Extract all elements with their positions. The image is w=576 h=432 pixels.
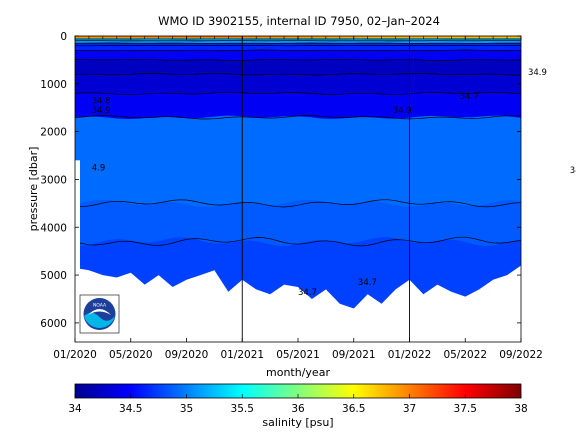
y-tick-label: 3000 xyxy=(40,174,67,186)
x-tick-label: 05/2021 xyxy=(276,349,320,361)
x-tick-label: 09/2020 xyxy=(165,349,209,361)
colorbar-tick-label: 37 xyxy=(403,403,416,415)
x-tick-label: 01/2022 xyxy=(388,349,432,361)
logo-wave xyxy=(84,312,115,329)
contour-label: 34.7 xyxy=(358,278,377,288)
contour-line xyxy=(75,236,521,247)
contour-label: 34.8 xyxy=(92,97,111,107)
x-tick-label: 01/2020 xyxy=(53,349,97,361)
contour-label: 34.9 xyxy=(528,68,547,78)
y-tick-label: 4000 xyxy=(40,222,67,234)
contour-label: 34.7 xyxy=(298,288,317,298)
colorbar-tick-label: 34 xyxy=(68,403,82,415)
x-tick-label: 09/2022 xyxy=(499,349,543,361)
contour-line xyxy=(75,49,521,52)
y-tick-label: 1000 xyxy=(40,79,67,91)
contour-label: 34 xyxy=(570,166,576,176)
x-tick-label: 05/2020 xyxy=(109,349,153,361)
y-axis-label: pressure [dbar] xyxy=(27,147,40,232)
no-data-edge xyxy=(75,160,80,342)
colorbar-tick-label: 36.5 xyxy=(342,403,365,415)
y-tick-label: 0 xyxy=(60,31,67,43)
y-tick-label: 5000 xyxy=(40,270,67,282)
colorbar-tick-label: 35.5 xyxy=(231,403,254,415)
contour-label: 4.9 xyxy=(92,163,106,173)
contour-label: 34.9 xyxy=(393,106,412,116)
contour-label: 34.9 xyxy=(92,106,111,116)
contour-label: 34.7 xyxy=(460,92,479,102)
x-tick-label: 05/2022 xyxy=(443,349,487,361)
chart-title: WMO ID 3902155, internal ID 7950, 02–Jan… xyxy=(158,14,440,28)
colorbar-tick-label: 36 xyxy=(291,403,305,415)
x-tick-label: 09/2021 xyxy=(332,349,376,361)
colorbar-tick-label: 35 xyxy=(180,403,193,415)
y-tick-label: 2000 xyxy=(40,127,67,139)
contour-line xyxy=(75,115,521,120)
colorbar-tick-label: 37.5 xyxy=(454,403,477,415)
colorbar-tick-label: 34.5 xyxy=(119,403,142,415)
contour-line xyxy=(75,91,521,95)
noaa-logo: NOAA xyxy=(79,294,120,334)
colorbar-tick-label: 38 xyxy=(514,403,527,415)
contour-line xyxy=(75,73,521,76)
contour-line xyxy=(75,59,521,61)
contour-line xyxy=(75,199,521,208)
x-axis-label: month/year xyxy=(266,366,330,379)
x-tick-label: 01/2021 xyxy=(220,349,264,361)
logo-bird xyxy=(88,309,111,315)
colorbar-label: salinity [psu] xyxy=(262,416,333,429)
y-tick-label: 6000 xyxy=(40,318,67,330)
logo-text: NOAA xyxy=(93,303,107,309)
